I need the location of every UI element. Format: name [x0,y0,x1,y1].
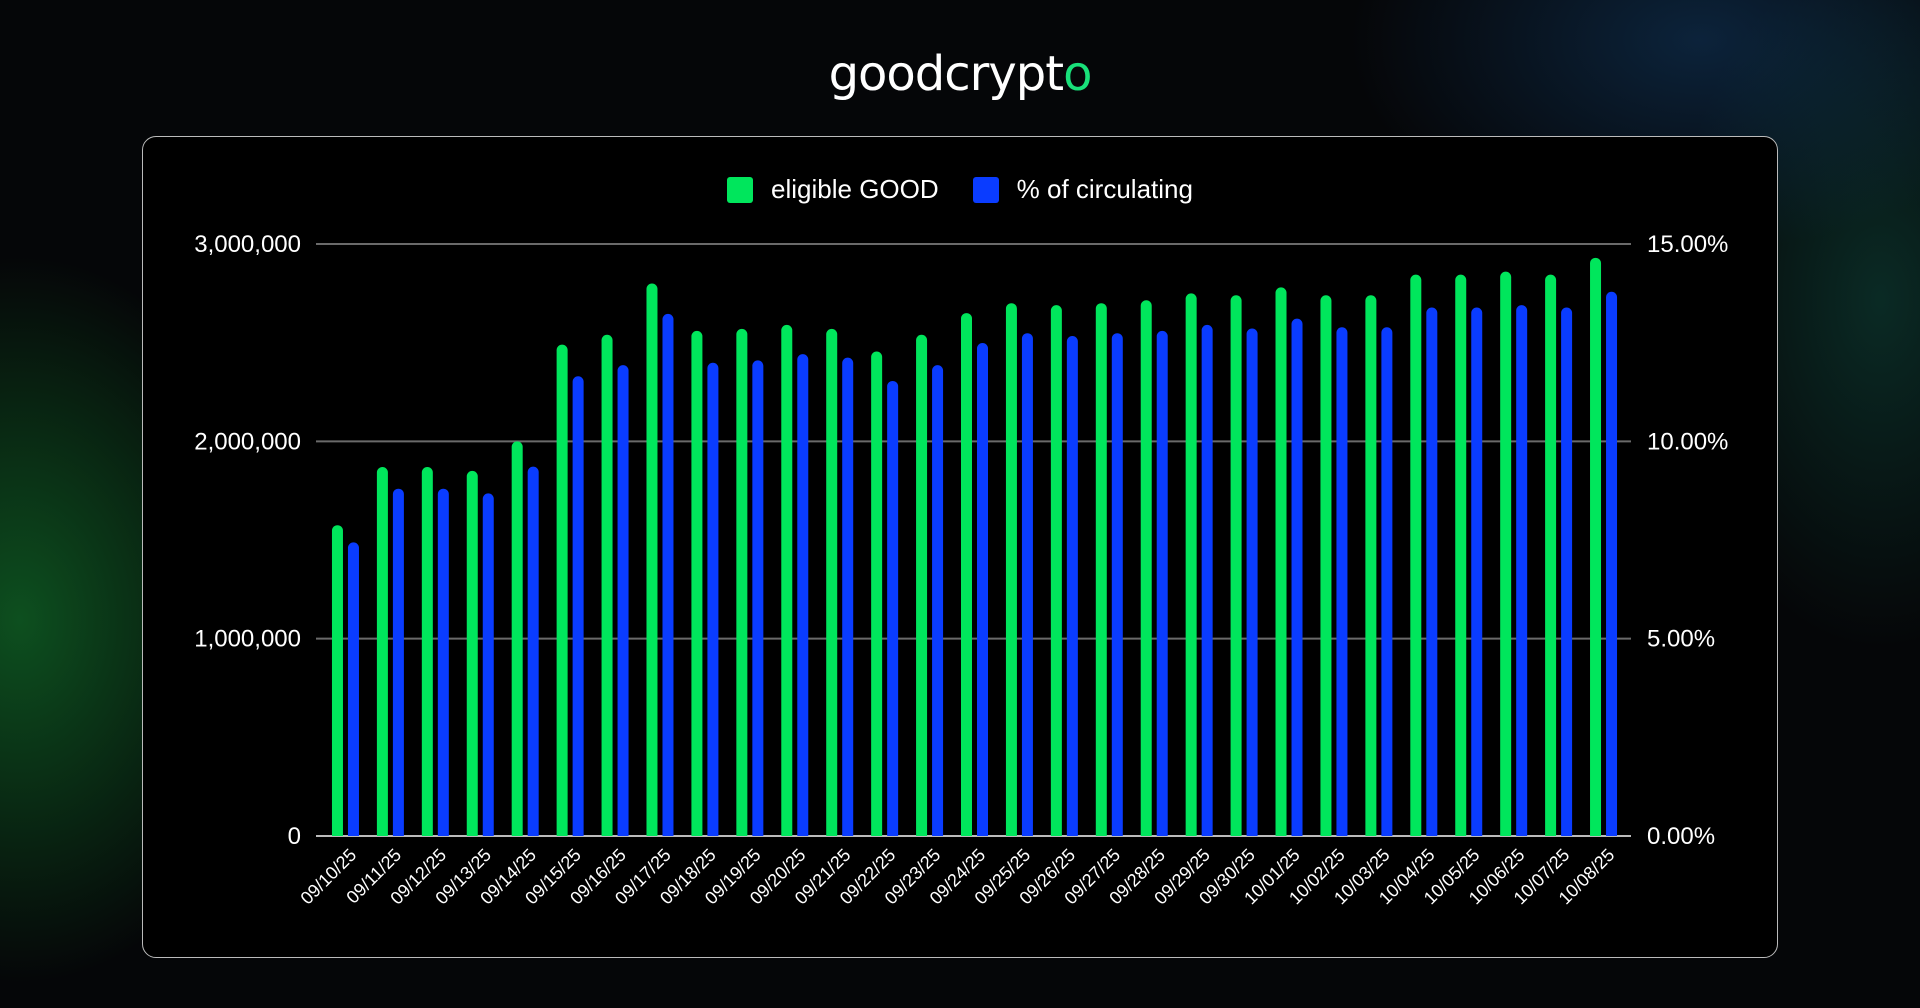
bar-eligible-good [1050,305,1062,837]
bar-percent-circulating [1381,327,1393,836]
legend: eligible GOOD % of circulating [0,174,1920,205]
bar-eligible-good [1140,300,1152,837]
bar-eligible-good [556,344,568,836]
y-left-tick-label: 0 [288,823,301,850]
bar-percent-circulating [1471,307,1483,836]
bar-eligible-good [1320,295,1332,837]
y-left-tick-label: 1,000,000 [194,626,301,653]
y-right-tick-label: 5.00% [1647,626,1715,653]
bar-eligible-good [916,334,928,836]
bar-percent-circulating [977,343,988,836]
bar-eligible-good [511,441,523,836]
bar-percent-circulating [797,354,809,836]
bar-percent-circulating [1066,335,1078,836]
legend-label: % of circulating [1016,174,1193,204]
bar-percent-circulating [1516,305,1528,837]
bar-eligible-good [376,466,388,836]
legend-item-eligible-good[interactable]: eligible GOOD [727,174,939,205]
bar-eligible-good [331,525,343,836]
y-left-tick-label: 2,000,000 [194,428,301,455]
legend-swatch-green [727,176,754,203]
bar-percent-circulating [842,357,854,836]
bar-percent-circulating [932,365,944,836]
bar-eligible-good [1545,274,1557,836]
bar-percent-circulating [1156,330,1168,836]
bar-percent-circulating [392,488,404,836]
bar-percent-circulating [1606,291,1618,836]
bar-eligible-good [1185,293,1197,836]
bar-percent-circulating [572,376,584,836]
bar-percent-circulating [347,542,359,836]
bar-percent-circulating [437,488,449,836]
bar-percent-circulating [662,313,674,836]
bar-percent-circulating [1021,333,1033,836]
y-right-tick-label: 15.00% [1647,231,1728,258]
bar-eligible-good [1590,257,1602,836]
bar-eligible-good [1410,274,1422,836]
bar-eligible-good [871,351,883,836]
bar-eligible-good [601,334,613,836]
bar-percent-circulating [482,493,494,836]
goodcrypto-logo: goodcryptogoodcrypto [828,46,1093,102]
legend-swatch-blue [972,176,999,203]
bar-eligible-good [691,330,703,836]
bar-eligible-good [1005,303,1017,836]
y-left-tick-label: 3,000,000 [194,231,301,258]
bar-eligible-good [1365,295,1377,837]
bar-percent-circulating [887,380,899,836]
bar-percent-circulating [1426,307,1438,836]
legend-item-percent-circulating[interactable]: % of circulating [972,174,1193,205]
bar-percent-circulating [527,466,539,836]
bar-percent-circulating [752,360,764,836]
bar-eligible-good [421,466,433,836]
bar-eligible-good [961,313,972,837]
bar-eligible-good [1275,287,1287,836]
y-right-tick-label: 10.00% [1647,428,1728,455]
bar-percent-circulating [1246,328,1258,836]
bar-eligible-good [1455,274,1467,836]
bar-eligible-good [1095,303,1107,836]
bar-percent-circulating [1201,324,1213,836]
bar-eligible-good [1230,295,1242,837]
bar-eligible-good [826,328,838,836]
y-right-tick-label: 0.00% [1647,823,1715,850]
bar-eligible-good [646,283,658,836]
bar-percent-circulating [1111,333,1123,836]
bar-percent-circulating [617,365,629,836]
bar-percent-circulating [707,362,719,836]
bar-percent-circulating [1561,307,1573,836]
bar-eligible-good [466,470,478,836]
bar-eligible-good [736,328,748,836]
legend-label: eligible GOOD [771,174,939,204]
bar-percent-circulating [1336,327,1348,836]
bar-percent-circulating [1291,318,1303,836]
bar-eligible-good [781,324,793,836]
bar-eligible-good [1500,271,1512,836]
